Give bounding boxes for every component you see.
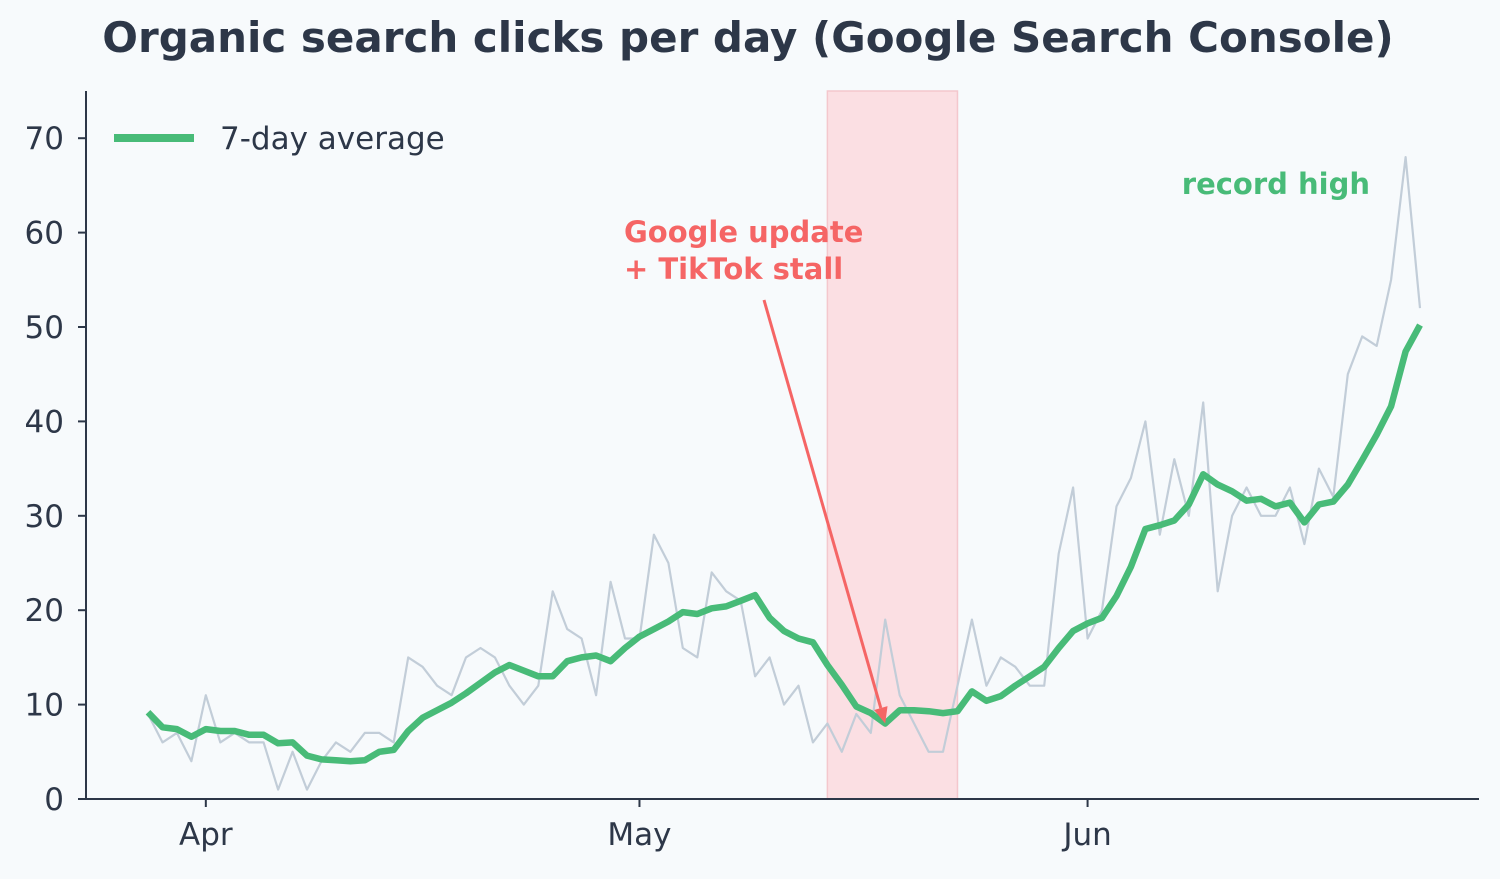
y-tick-label: 40 — [25, 404, 64, 440]
x-tick-label: May — [607, 817, 671, 853]
annotation-arrow — [762, 299, 883, 709]
y-tick-label: 10 — [25, 688, 64, 724]
y-tick-label: 60 — [25, 216, 64, 252]
y-tick-label: 70 — [25, 121, 64, 157]
highlight-band — [826, 90, 959, 800]
y-tick-label: 50 — [25, 310, 64, 346]
x-tick-label: Apr — [179, 817, 233, 853]
y-tick-label: 30 — [25, 499, 64, 535]
series-average-line — [145, 323, 1423, 765]
x-tick-label: Jun — [1061, 817, 1111, 853]
chart-title: Organic search clicks per day (Google Se… — [102, 13, 1393, 62]
y-tick-label: 20 — [25, 593, 64, 629]
annotation-arrowhead — [874, 706, 888, 724]
annotation-record-high: record high — [1182, 167, 1370, 201]
series-daily-line — [147, 156, 1422, 791]
y-tick-label: 0 — [44, 782, 64, 818]
legend-label-average: 7-day average — [220, 121, 445, 157]
annotation-google-update: Google update + TikTok stall — [624, 215, 863, 286]
